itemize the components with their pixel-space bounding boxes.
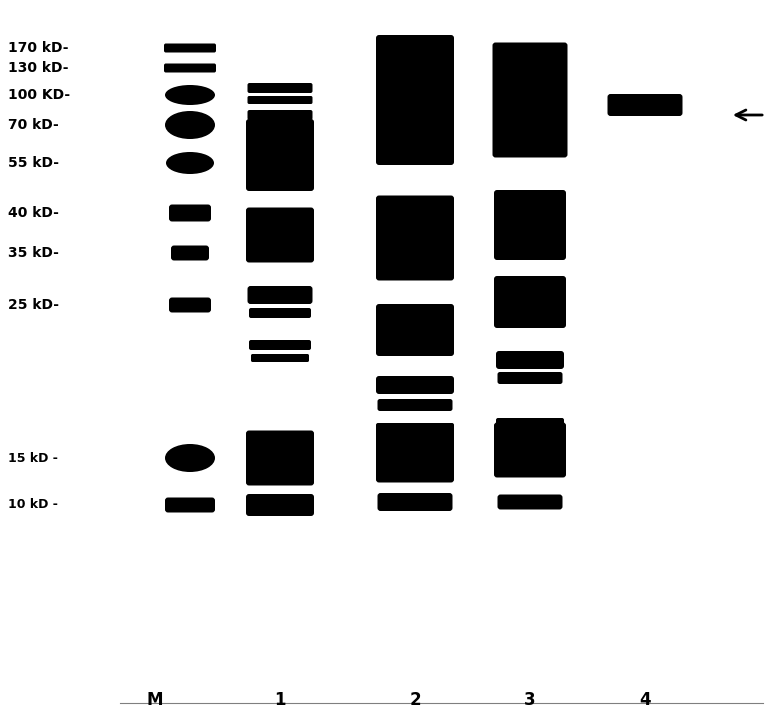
FancyBboxPatch shape	[377, 399, 453, 411]
FancyBboxPatch shape	[247, 110, 312, 120]
FancyBboxPatch shape	[377, 493, 453, 511]
Text: 40 kD-: 40 kD-	[8, 206, 59, 220]
FancyBboxPatch shape	[251, 354, 309, 362]
FancyBboxPatch shape	[246, 430, 314, 485]
Text: 70 kD-: 70 kD-	[8, 118, 59, 132]
FancyBboxPatch shape	[249, 123, 311, 131]
Text: 2: 2	[410, 691, 420, 709]
Text: 1: 1	[274, 691, 286, 709]
Text: 4: 4	[639, 691, 651, 709]
Text: 100 KD-: 100 KD-	[8, 88, 70, 102]
FancyBboxPatch shape	[497, 495, 562, 510]
Text: 55 kD-: 55 kD-	[8, 156, 59, 170]
Text: M: M	[146, 691, 163, 709]
FancyBboxPatch shape	[608, 94, 683, 116]
FancyBboxPatch shape	[376, 428, 454, 482]
Text: 3: 3	[524, 691, 536, 709]
Ellipse shape	[165, 111, 215, 139]
Text: 25 kD-: 25 kD-	[8, 298, 59, 312]
FancyBboxPatch shape	[376, 376, 454, 394]
FancyBboxPatch shape	[165, 497, 215, 513]
FancyBboxPatch shape	[494, 190, 566, 260]
FancyBboxPatch shape	[246, 119, 314, 191]
FancyBboxPatch shape	[169, 205, 211, 221]
FancyBboxPatch shape	[247, 83, 312, 93]
FancyBboxPatch shape	[247, 96, 312, 104]
FancyBboxPatch shape	[376, 423, 454, 433]
Text: 15 kD -: 15 kD -	[8, 451, 58, 464]
FancyBboxPatch shape	[494, 276, 566, 328]
FancyBboxPatch shape	[496, 418, 564, 428]
FancyBboxPatch shape	[494, 423, 566, 477]
FancyBboxPatch shape	[493, 43, 568, 157]
FancyBboxPatch shape	[169, 298, 211, 312]
FancyBboxPatch shape	[376, 35, 454, 165]
Ellipse shape	[165, 85, 215, 105]
FancyBboxPatch shape	[496, 351, 564, 369]
FancyBboxPatch shape	[164, 43, 216, 53]
FancyBboxPatch shape	[246, 208, 314, 262]
FancyBboxPatch shape	[171, 245, 209, 260]
FancyBboxPatch shape	[497, 372, 562, 384]
Ellipse shape	[166, 152, 214, 174]
Text: 10 kD -: 10 kD -	[8, 498, 58, 511]
Text: 170 kD-: 170 kD-	[8, 41, 68, 55]
FancyBboxPatch shape	[249, 340, 311, 350]
FancyBboxPatch shape	[376, 304, 454, 356]
FancyBboxPatch shape	[164, 63, 216, 73]
FancyBboxPatch shape	[246, 494, 314, 516]
Text: 130 kD-: 130 kD-	[8, 61, 68, 75]
Text: 35 kD-: 35 kD-	[8, 246, 59, 260]
FancyBboxPatch shape	[376, 195, 454, 280]
FancyBboxPatch shape	[249, 308, 311, 318]
FancyBboxPatch shape	[246, 434, 314, 442]
FancyBboxPatch shape	[247, 286, 312, 304]
Ellipse shape	[165, 444, 215, 472]
